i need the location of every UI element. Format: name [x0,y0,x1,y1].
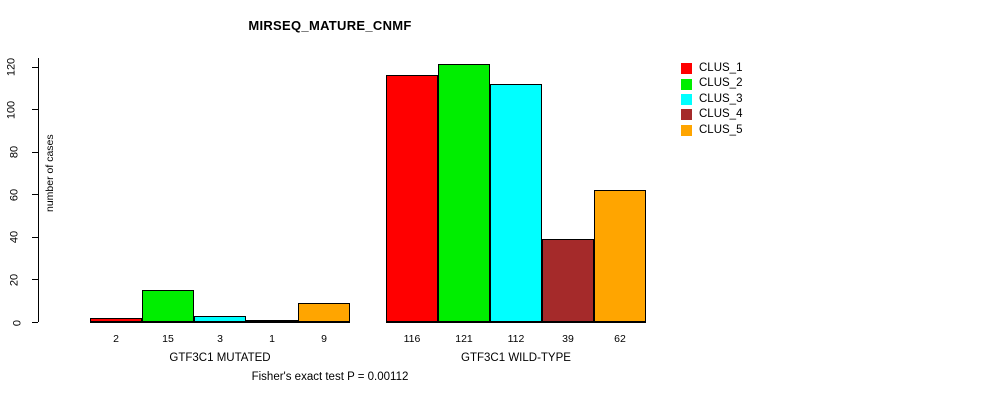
y-axis-tick-label: 80 [8,146,21,159]
y-axis-tick [32,322,38,323]
bar[interactable] [298,302,350,322]
bar[interactable] [490,83,542,322]
y-axis-tick-label: 0 [11,319,24,326]
y-axis-tick [32,109,38,111]
y-axis-tick [32,236,38,238]
y-axis-tick [32,279,38,281]
legend-label: CLUS_2 [699,77,743,90]
y-axis-line [38,58,39,322]
bar-value-label: 2 [113,333,119,345]
legend-swatch [681,63,692,75]
bar-value-label: 3 [217,333,223,345]
y-axis-tick [32,66,38,68]
bar-value-label: 1 [269,333,275,345]
plot-area: 0 20 40 60 80 100 120 number of cases 2 15 3 1 9 GT… [5,52,658,364]
bar[interactable] [386,75,438,322]
y-axis-tick-label: 100 [5,100,18,119]
bar-value-label: 116 [403,333,421,345]
y-axis-tick-label-wrap: 60 [8,189,31,201]
bar[interactable] [438,64,490,322]
y-axis-tick-label: 20 [8,273,21,287]
legend-label: CLUS_4 [699,108,743,121]
legend-swatch [681,109,692,121]
legend-item[interactable]: CLUS_5 [681,123,801,138]
legend-swatch [681,78,692,90]
bar[interactable] [542,238,594,322]
y-axis-tick-label: 120 [5,57,18,77]
bar-value-label: 121 [455,333,473,345]
bar-value-label: 112 [507,333,525,345]
y-axis-tick-label-wrap: 0 [11,319,31,325]
bar-value-label: 62 [614,333,626,345]
legend-item[interactable]: CLUS_1 [681,61,801,76]
legend-item[interactable]: CLUS_4 [681,107,801,122]
legend-swatch [681,93,692,105]
legend-label: CLUS_5 [699,123,743,136]
legend-swatch [681,124,692,136]
y-axis-tick-label: 40 [8,231,21,244]
group-baseline [386,322,646,323]
group-baseline [90,322,350,323]
y-axis-tick [32,151,38,153]
y-axis-tick-label-wrap: 40 [8,231,31,243]
y-axis-title: number of cases [44,134,56,212]
bar[interactable] [194,315,246,322]
legend-label: CLUS_1 [699,61,743,74]
bar-value-label: 15 [162,333,174,345]
y-axis-tick-label-wrap: 20 [8,274,31,286]
y-axis-tick-label: 60 [8,188,21,201]
legend: CLUS_1 CLUS_2 CLUS_3 CLUS_4 CLUS_5 [681,61,801,138]
bar[interactable] [246,319,298,322]
group-label: GTF3C1 WILD-TYPE [461,352,571,364]
bar[interactable] [90,317,142,322]
bar[interactable] [142,290,194,322]
y-axis-tick-label-wrap: 100 [5,100,31,118]
statistical-annotation-text: Fisher's exact test P = 0.00112 [251,371,409,383]
y-axis-tick-label-wrap: 80 [8,146,31,158]
bar-value-label: 39 [562,333,574,345]
bar[interactable] [594,190,646,322]
legend-item[interactable]: CLUS_3 [681,92,801,107]
statistical-annotation: Fisher's exact test P = 0.00112 [0,371,990,383]
group-label: GTF3C1 MUTATED [169,352,271,364]
legend-label: CLUS_3 [699,92,743,105]
bar-value-label: 9 [321,333,327,345]
y-axis-tick-label-wrap: 120 [5,58,31,76]
legend-item[interactable]: CLUS_2 [681,76,801,91]
y-axis-tick [32,194,38,196]
chart-title: MIRSEQ_MATURE_CNMF [248,18,412,33]
